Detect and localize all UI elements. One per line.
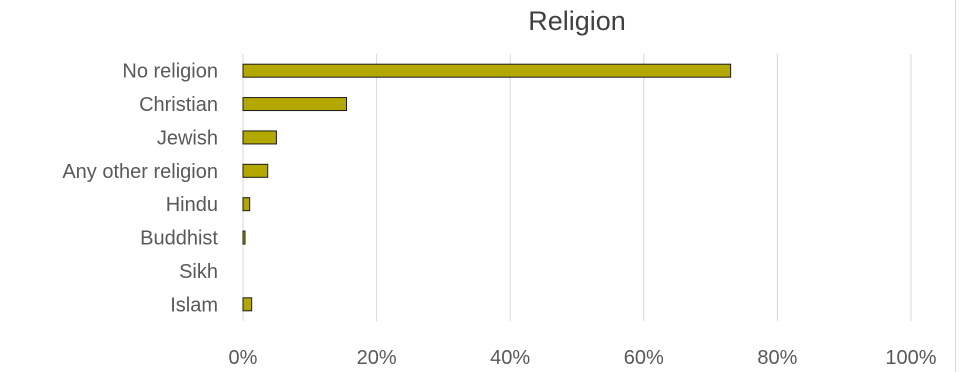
bar [242,130,277,145]
category-label: Hindu [166,194,218,216]
x-tick-label: 60% [624,347,664,369]
x-tick-label: 0% [229,347,258,369]
bar [242,97,348,112]
category-label: Christian [139,94,218,116]
bar [242,197,251,212]
category-label: No religion [122,61,218,83]
bar [242,163,269,178]
category-label: Buddhist [140,228,218,250]
category-label: Sikh [179,261,218,283]
chart-title: Religion [528,6,626,36]
x-tick-label: 100% [885,347,936,369]
category-label: Jewish [157,127,218,149]
bar [242,63,732,78]
bar [242,230,246,245]
bar [242,297,253,312]
right-border-rule [955,0,956,372]
x-tick-label: 40% [490,347,530,369]
x-tick-label: 20% [357,347,397,369]
x-tick-label: 80% [757,347,797,369]
category-label: Islam [170,294,218,316]
category-label: Any other religion [62,161,218,183]
